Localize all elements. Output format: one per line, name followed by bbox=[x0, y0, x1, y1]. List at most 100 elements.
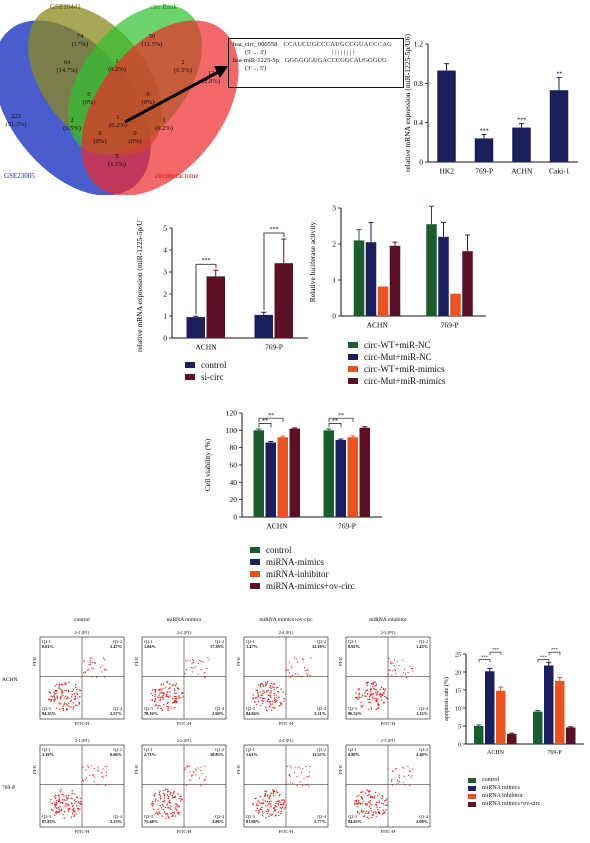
bar bbox=[555, 681, 565, 744]
legend-label: control bbox=[482, 777, 499, 783]
chart-apoptosis-rate: 0 5 10 15 20 25 apoptosis rate (%) ACHN 769-P ***… bbox=[440, 640, 590, 765]
circ-sequence: CCAUCUGCCCAUGCCGUACCCAG bbox=[283, 41, 393, 48]
legend-swatch bbox=[250, 559, 260, 565]
significance-label: *** bbox=[270, 227, 279, 233]
venn-count: 2 bbox=[70, 117, 73, 124]
flow-x-axis-label: FITC-H bbox=[177, 721, 192, 726]
quadrant-value: 18.83% bbox=[210, 752, 224, 757]
venn-count: 0 bbox=[146, 91, 149, 98]
legend-label: miRNA inhibitor bbox=[482, 793, 523, 799]
venn-pct: (0%) bbox=[129, 138, 142, 145]
y-tick-label: 4 bbox=[163, 246, 167, 255]
legend-label: circ-WT+miR-NC bbox=[364, 340, 431, 350]
bar bbox=[359, 427, 370, 517]
flow-dots bbox=[48, 657, 107, 712]
chart-5-svg: 0 5 10 15 20 25 apoptosis rate (%) ACHN 769-P ***… bbox=[443, 647, 584, 756]
significance-bracket bbox=[537, 659, 550, 663]
venn-count: 0 bbox=[133, 130, 136, 137]
legend-swatch bbox=[468, 793, 476, 799]
quadrant-value: 94.63% bbox=[348, 819, 362, 824]
quadrant-value: 2.49% bbox=[416, 752, 428, 757]
venn-label-circbank: circ Bank bbox=[150, 3, 178, 11]
venn-count: 2 bbox=[181, 59, 184, 66]
circ-direction: (5' ... 3') bbox=[245, 49, 267, 56]
flow-column-title: miRNA mimics+ov-circ bbox=[259, 617, 313, 623]
chart-3-svg: 0 1 2 3 Relative luciferase activity ACHN 769-… bbox=[308, 204, 486, 330]
significance-label: *** bbox=[202, 258, 211, 264]
chart-mirna-expression-sicirc: 0 1 2 3 4 5 relative mRNA expression (miR-1225… bbox=[128, 213, 318, 360]
quadrant-value: 96.52% bbox=[348, 711, 362, 716]
flow-x-axis-label: FITC-H bbox=[381, 721, 396, 726]
bar bbox=[474, 726, 484, 744]
legend-swatch bbox=[185, 374, 195, 380]
flow-subtitle: 2-2 (P1) bbox=[177, 738, 192, 743]
venn-count: 50 bbox=[149, 33, 156, 40]
quadrant-label: Q2-1 bbox=[144, 747, 153, 752]
legend-swatch bbox=[468, 777, 476, 783]
x-tick-label: 769-P bbox=[547, 750, 562, 756]
bar bbox=[566, 727, 576, 744]
base-pair-bonds: | | | | | | | | bbox=[332, 49, 355, 56]
x-tick-label: ACHN bbox=[266, 522, 288, 531]
venn-diagram: GSE16441 circ Bank GSE23085 circinteract… bbox=[0, 3, 239, 196]
legend-label: circ-Mut+miR-NC bbox=[364, 352, 432, 362]
mirna-sequence: GGGGGGUGACCCGGCAUGGGUG bbox=[284, 57, 387, 64]
quadrant-label: Q2-2 bbox=[419, 639, 428, 644]
mirna-name: hsa-miR-1225-5p bbox=[233, 57, 279, 64]
flow-dots bbox=[353, 765, 414, 819]
bar bbox=[450, 293, 461, 316]
significance-label: ** bbox=[262, 418, 268, 424]
y-tick-label: 100 bbox=[226, 426, 238, 435]
bar bbox=[549, 90, 569, 162]
quadrant-value: 84.04% bbox=[246, 711, 260, 716]
flow-subtitle: 2-4 (P1) bbox=[279, 630, 294, 635]
venn-panel: GSE16441 circ Bank GSE23085 circinteract… bbox=[0, 0, 240, 196]
venn-label-gse16441: GSE16441 bbox=[50, 3, 81, 11]
venn-pct: (0%) bbox=[142, 99, 155, 106]
quadrant-value: 2.60% bbox=[212, 711, 224, 716]
flow-y-axis-label: PI-H bbox=[338, 656, 343, 665]
significance-bracket bbox=[478, 659, 491, 663]
quadrant-value: 6.66% bbox=[110, 752, 122, 757]
significance-label: *** bbox=[540, 654, 548, 659]
legend-label: control bbox=[201, 360, 227, 370]
flow-y-axis-label: PI-H bbox=[236, 656, 241, 665]
y-tick-label: 25 bbox=[455, 653, 461, 659]
bar bbox=[274, 263, 293, 338]
flow-y-axis-label: PI-H bbox=[32, 656, 37, 665]
bar bbox=[438, 236, 449, 316]
bar bbox=[335, 439, 346, 517]
flow-dots bbox=[252, 657, 312, 712]
bar bbox=[533, 711, 543, 744]
x-tick-label: 769-P bbox=[265, 343, 283, 352]
y-tick-label: 1 bbox=[163, 312, 167, 321]
venn-pct: (0%) bbox=[94, 138, 107, 145]
y-tick-label: 5 bbox=[458, 725, 461, 731]
y-tick-label: 2 bbox=[332, 240, 336, 249]
venn-count: 223 bbox=[11, 113, 21, 120]
bar bbox=[253, 430, 264, 517]
legend-chart-2: control si-circ bbox=[185, 360, 227, 384]
legend-swatch bbox=[348, 378, 358, 384]
quadrant-value: 2.08% bbox=[416, 819, 428, 824]
venn-pct: (0.2%) bbox=[109, 122, 127, 129]
venn-count: 64 bbox=[64, 59, 71, 66]
y-axis-label: apoptosis rate (%) bbox=[443, 677, 450, 721]
quadrant-label: Q2-2 bbox=[317, 747, 326, 752]
flow-y-axis-label: PI-H bbox=[134, 656, 139, 665]
quadrant-label: Q2-2 bbox=[113, 639, 122, 644]
venn-pct: (11.5%) bbox=[142, 41, 163, 48]
venn-pct: (2.8%) bbox=[202, 78, 220, 85]
legend-label: control bbox=[266, 545, 292, 555]
significance-bracket bbox=[328, 417, 354, 423]
venn-count: 0 bbox=[98, 130, 101, 137]
legend-label: miRNA-inhibitor bbox=[266, 569, 329, 579]
quadrant-value: 0.80% bbox=[348, 752, 360, 757]
chart-mirna-expression-celllines: 0 0.4 0.8 1.2 relative mRNA expression (miR-… bbox=[400, 30, 590, 195]
x-tick-label: ACHN bbox=[511, 167, 533, 176]
venn-pct: (0.5%) bbox=[174, 67, 192, 74]
flow-subtitle: 2-1 (P1) bbox=[75, 738, 90, 743]
venn-label-gse23085: GSE23085 bbox=[4, 172, 35, 180]
bar bbox=[254, 314, 273, 338]
legend-swatch bbox=[250, 571, 260, 577]
